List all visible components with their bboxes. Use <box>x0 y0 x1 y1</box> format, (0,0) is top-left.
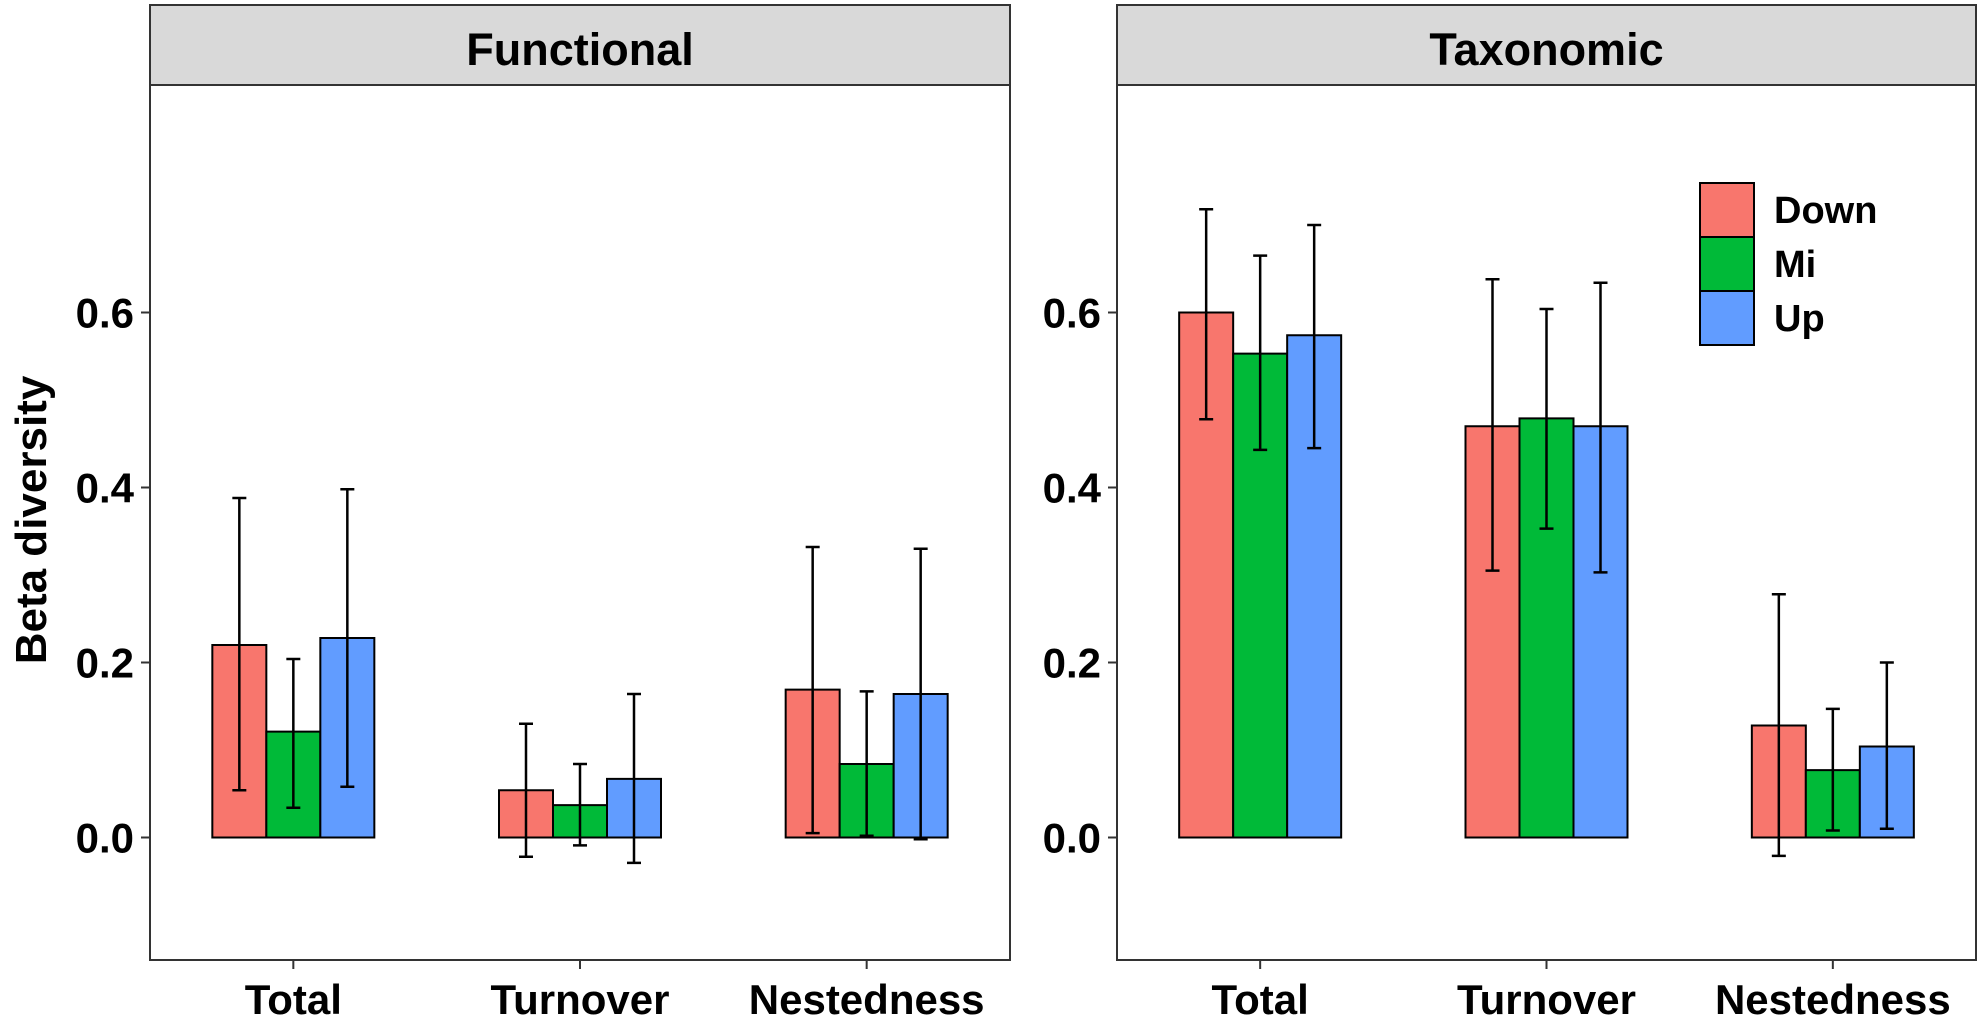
x-tick-label-nestedness: Nestedness <box>1715 976 1951 1023</box>
panel-title-taxonomic: Taxonomic <box>1429 24 1663 75</box>
error-bar-down-turnover <box>1485 278 1500 572</box>
x-tick-label-turnover: Turnover <box>1457 976 1636 1023</box>
error-bar-mi-turnover <box>573 762 587 847</box>
error-bar-up-nestedness <box>913 547 928 841</box>
y-tick-label: 0.2 <box>76 640 134 687</box>
x-tick-label-total: Total <box>245 976 342 1023</box>
legend-key-up <box>1699 290 1755 346</box>
error-bar-down-turnover <box>519 722 533 858</box>
error-bar-down-total <box>232 496 247 792</box>
y-tick-label: 0.0 <box>76 815 134 862</box>
y-tick-label: 0.6 <box>1043 290 1101 337</box>
legend-label-up: Up <box>1774 298 1825 340</box>
legend-label-mi: Mi <box>1774 244 1816 286</box>
panel-title-functional: Functional <box>466 24 693 75</box>
panel-functional: Functional 0.0 0.2 0.4 0.6 Total Turnover Neste… <box>76 4 1011 1023</box>
error-bar-up-nestedness <box>1879 661 1894 830</box>
error-bar-down-nestedness <box>1771 593 1786 858</box>
y-axis-label: Beta diversity <box>7 375 56 664</box>
error-bar-down-nestedness <box>805 545 820 835</box>
y-tick-label: 0.4 <box>1043 465 1102 512</box>
y-tick-label: 0.2 <box>1043 640 1101 687</box>
panel-taxonomic: Taxonomic 0.0 0.2 0.4 0.6 Total Turnover Nested… <box>1043 4 1977 1023</box>
y-tick-label: 0.4 <box>76 465 135 512</box>
error-bar-mi-nestedness <box>1825 707 1840 832</box>
y-tick-label: 0.6 <box>76 290 134 337</box>
legend-key-down <box>1699 182 1755 238</box>
error-bar-up-turnover <box>627 692 641 865</box>
error-bar-up-total <box>1307 223 1322 450</box>
legend: Down Mi Up <box>1699 182 1877 346</box>
error-bar-mi-total <box>286 657 301 809</box>
error-bar-up-total <box>340 488 355 788</box>
x-tick-label-nestedness: Nestedness <box>749 976 985 1023</box>
x-tick-label-total: Total <box>1212 976 1309 1023</box>
legend-key-mi <box>1699 236 1755 292</box>
panel-strip <box>1116 4 1977 86</box>
panel-strip <box>149 4 1011 86</box>
error-bar-mi-nestedness <box>859 690 874 837</box>
y-tick-label: 0.0 <box>1043 815 1101 862</box>
error-bar-up-turnover <box>1593 281 1608 574</box>
error-bar-down-total <box>1199 208 1214 421</box>
error-bar-mi-total <box>1253 254 1268 452</box>
x-tick-label-turnover: Turnover <box>491 976 670 1023</box>
error-bar-mi-turnover <box>1539 307 1554 530</box>
legend-label-down: Down <box>1774 190 1877 232</box>
